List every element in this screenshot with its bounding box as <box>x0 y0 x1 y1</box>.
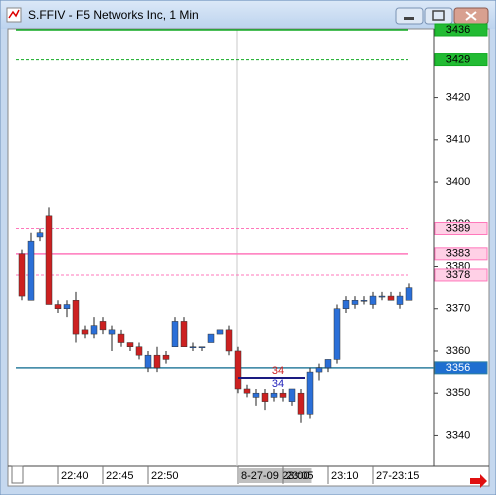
candle-body <box>90 325 98 335</box>
candle-body <box>396 295 404 305</box>
candle-body <box>288 388 296 402</box>
candle-body <box>270 392 278 398</box>
window-title: S.FFIV - F5 Networks Inc, 1 Min <box>28 8 199 22</box>
y-tick-label: 3400 <box>446 176 470 188</box>
candle-body <box>306 371 314 415</box>
candle-body <box>45 215 53 305</box>
level-label: 3383 <box>446 248 470 260</box>
level-label: 3356 <box>446 362 470 374</box>
candle-body <box>216 329 224 335</box>
candle-body <box>171 321 179 347</box>
level-label: 3429 <box>446 53 470 65</box>
x-tick-label: 27-23:15 <box>376 470 419 482</box>
y-tick-label: 3420 <box>446 91 470 103</box>
x-tick-label: 22:45 <box>106 470 134 482</box>
candle-body <box>234 350 242 390</box>
candle-body <box>189 346 197 348</box>
candle-body <box>99 321 107 331</box>
candle-body <box>279 392 287 398</box>
x-tick-label: 8-27-09 23:00 <box>241 470 310 482</box>
candle-body <box>117 333 125 343</box>
level-box <box>434 53 488 67</box>
candle-body <box>369 295 377 305</box>
candle-body <box>18 253 26 297</box>
candle-body <box>135 346 143 356</box>
candle-body <box>108 329 116 335</box>
candle-body <box>387 295 395 301</box>
candle-body <box>315 367 323 373</box>
x-tick-label: 23:05 <box>286 470 314 482</box>
level-box <box>434 268 488 282</box>
candle-body <box>81 329 89 335</box>
candle-body <box>72 300 80 335</box>
scroll-arrow[interactable] <box>470 474 487 488</box>
candle-body <box>207 333 215 343</box>
candle-body <box>162 354 170 360</box>
candle-body <box>360 300 368 302</box>
candle-body <box>378 295 386 298</box>
x-tick-label: 22:40 <box>61 470 89 482</box>
y-tick-label: 3410 <box>446 134 470 146</box>
chart-panel <box>7 28 490 487</box>
corner-box[interactable] <box>11 465 24 484</box>
y-tick-label: 3340 <box>446 429 470 441</box>
minimize-icon <box>404 17 414 20</box>
candle-body <box>297 392 305 415</box>
x-tick-highlight <box>239 468 312 483</box>
candle-body <box>324 359 332 369</box>
candle-body <box>180 321 188 347</box>
candle-body <box>351 300 359 305</box>
candle-body <box>198 346 206 348</box>
y-tick-label: 3370 <box>446 303 470 315</box>
x-tick-label: 22:50 <box>151 470 179 482</box>
candle-body <box>225 329 233 352</box>
level-label: 3389 <box>446 222 470 234</box>
y-tick-label: 3360 <box>446 345 470 357</box>
candle-body <box>405 287 413 301</box>
candle-body <box>243 388 251 394</box>
app-icon-graph <box>8 9 20 19</box>
candle-body <box>252 392 260 398</box>
level-box <box>434 361 488 375</box>
candle-body <box>54 304 62 309</box>
candle-body <box>27 240 35 301</box>
level-box <box>434 247 488 261</box>
annotation: 34 <box>272 365 284 377</box>
candle-body <box>342 300 350 309</box>
annotation: 34 <box>272 378 284 390</box>
maximize-icon <box>432 10 445 21</box>
level-label: 3378 <box>446 269 470 281</box>
candle-body <box>333 308 341 360</box>
candle-body <box>63 304 71 309</box>
close-icon <box>465 11 477 21</box>
candle-body <box>153 354 161 369</box>
level-box <box>434 221 488 235</box>
y-tick-label: 3350 <box>446 387 470 399</box>
candle-body <box>36 232 44 238</box>
candle-body <box>126 342 134 347</box>
level-box <box>434 23 488 37</box>
minimize-button[interactable] <box>395 7 424 25</box>
x-tick-label: 23:10 <box>331 470 359 482</box>
candle-body <box>261 392 269 402</box>
level-label: 3436 <box>446 24 470 36</box>
candle-body <box>144 354 152 369</box>
